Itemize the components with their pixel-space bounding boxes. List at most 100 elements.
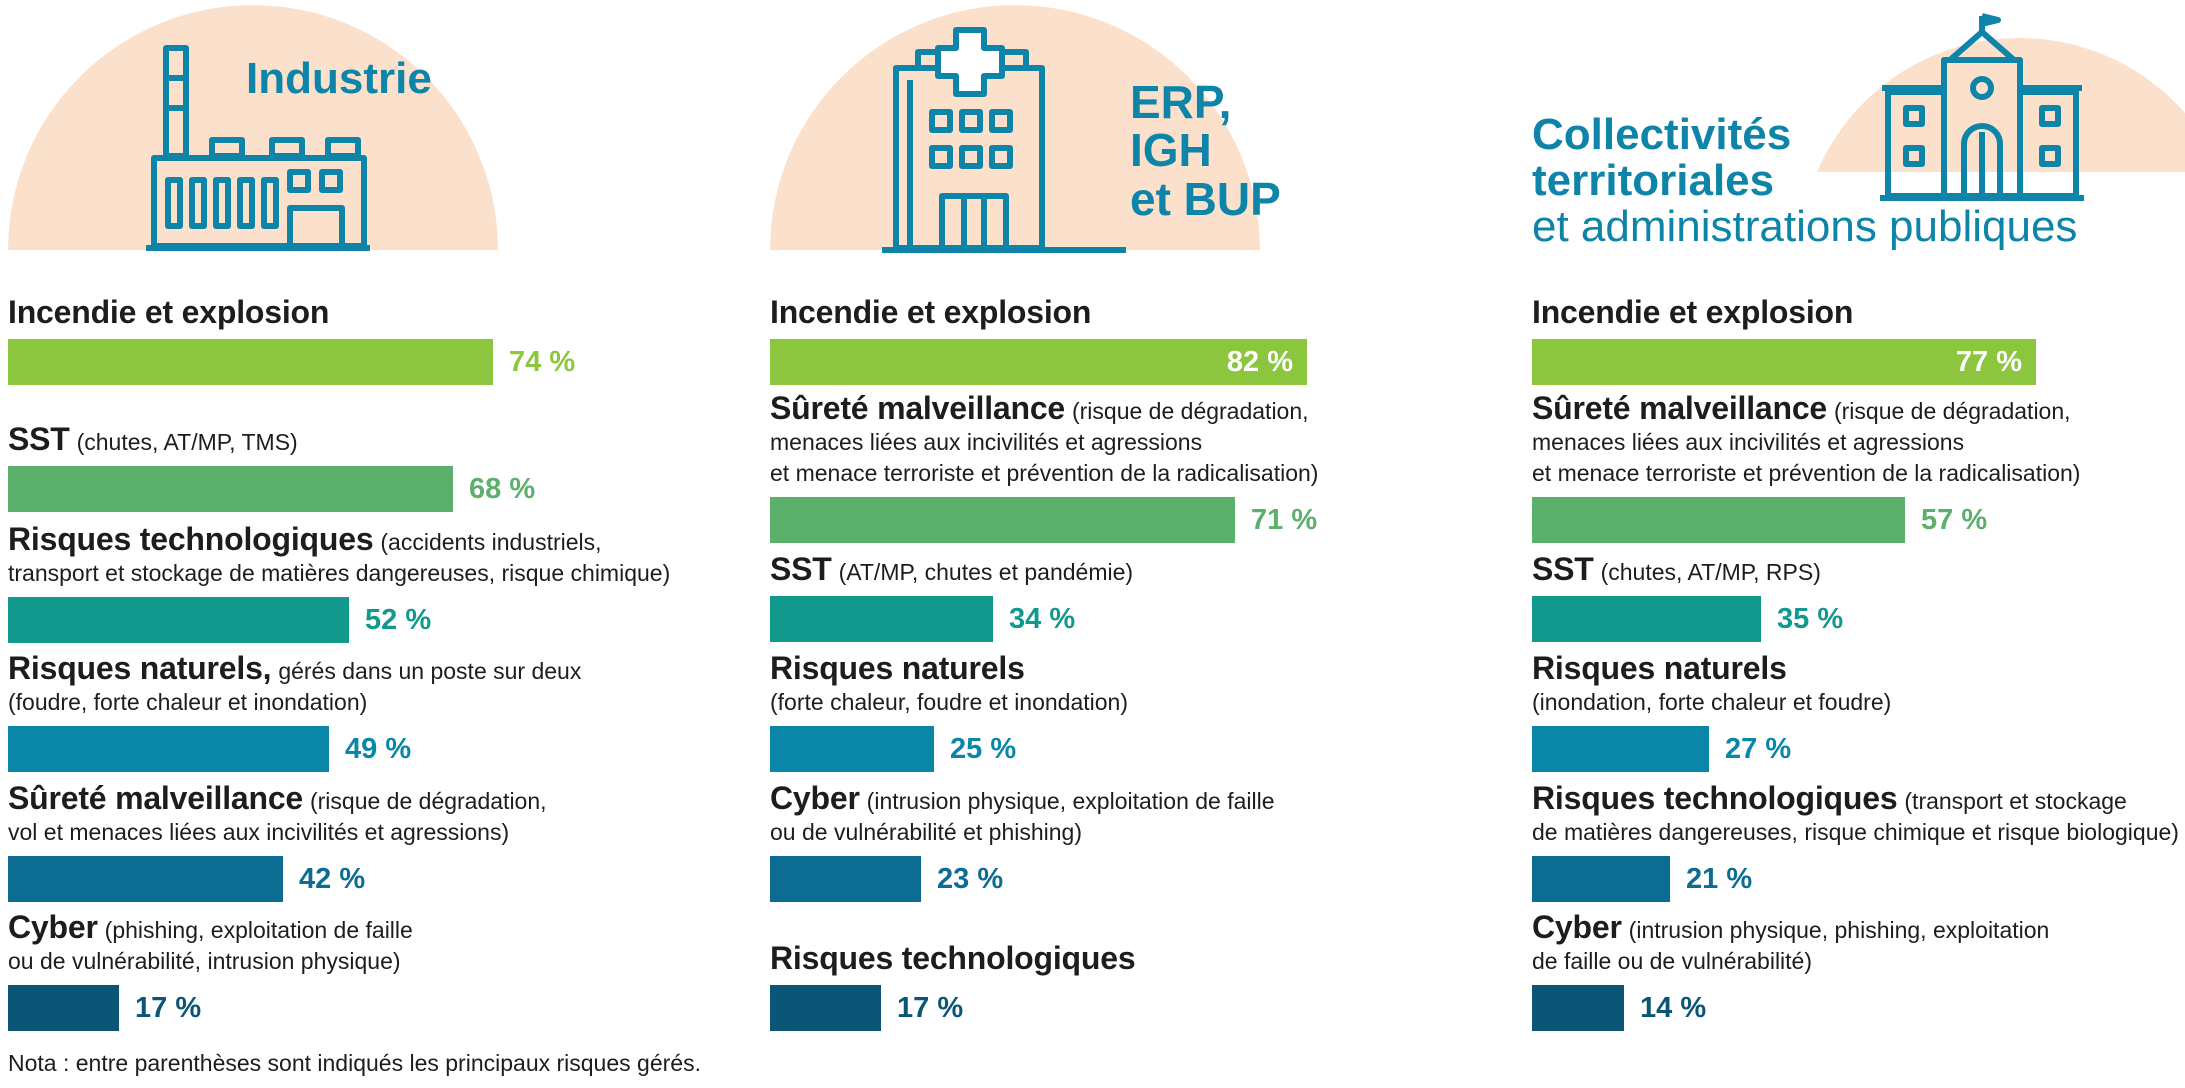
peach-semicircle: [8, 5, 498, 250]
bar: [1532, 726, 1709, 772]
bar: [8, 726, 329, 772]
data-label: 71 %: [1251, 504, 1318, 536]
factory-icon: [146, 45, 370, 251]
category-detail-line: vol et menaces liées aux incivilités et …: [8, 819, 510, 845]
chart-title-line: IGH: [1130, 124, 1212, 177]
header-industrie: Industrie: [8, 0, 698, 270]
bar-item: Cyber (intrusion physique, phishing, exp…: [1532, 909, 2185, 1031]
bar: [8, 466, 453, 512]
bar: [8, 597, 349, 643]
data-label: 34 %: [1009, 603, 1076, 635]
bar: [770, 596, 993, 642]
category-label: Sûreté malveillance: [1532, 390, 1828, 426]
category-detail-line: transport et stockage de matières danger…: [8, 560, 671, 586]
category-detail: (risque de dégradation,: [309, 788, 547, 814]
category-label: Incendie et explosion: [1532, 294, 1854, 330]
category-detail: (accidents industriels,: [380, 529, 602, 555]
bar-item: Risques naturels (inondation, forte chale…: [1532, 650, 2185, 772]
chart-erp-igh-bup: ERP, IGH et BUP Incendie et explosion 82…: [770, 0, 1460, 1088]
category-label: Cyber: [770, 780, 860, 816]
category-label: SST: [8, 421, 70, 457]
header-erp: ERP, IGH et BUP: [770, 0, 1460, 270]
category-detail-line: (forte chaleur, foudre et inondation): [770, 689, 1129, 715]
data-label: 27 %: [1725, 733, 1792, 765]
category-label: Sûreté malveillance: [770, 390, 1066, 426]
bar-item: Cyber (phishing, exploitation de faille o…: [8, 911, 698, 1031]
category-label: Risques technologiques: [8, 521, 374, 557]
bar: [8, 339, 493, 385]
category-label: Incendie et explosion: [770, 294, 1092, 330]
chart-title-line: ERP,: [1130, 76, 1232, 128]
chart-title-line: Industrie: [246, 54, 432, 103]
data-label: 68 %: [469, 473, 536, 505]
bar-item: Sûreté malveillance (risque de dégradati…: [1532, 390, 2185, 543]
bar: [770, 856, 921, 902]
hospital-icon: [882, 27, 1126, 253]
header-graphic: [8, 5, 498, 251]
chart-title-line: Collectivités: [1532, 110, 1792, 159]
category-label: Risques naturels: [770, 650, 1025, 686]
chart-title-line: et administrations publiques: [1532, 202, 2078, 252]
data-label: 17 %: [135, 992, 202, 1024]
category-label: Cyber: [1532, 909, 1622, 945]
header-graphic: [770, 5, 1260, 253]
category-label: Risques technologiques: [770, 940, 1136, 976]
category-detail-line: (inondation, forte chaleur et foudre): [1532, 689, 1892, 715]
category-detail: (transport et stockage: [1904, 788, 2127, 814]
header-graphic: [1817, 13, 2185, 201]
category-detail: (risque de dégradation,: [1071, 398, 1309, 424]
data-label: 57 %: [1921, 504, 1988, 536]
bar: [1532, 497, 1905, 543]
chart-title: Collectivités territoriales et administr…: [1532, 110, 2078, 252]
bar: [1532, 985, 1624, 1031]
category-detail-line: et menace terroriste et prévention de la…: [1532, 460, 2081, 486]
town-hall-icon: [1880, 13, 2084, 201]
data-label: 74 %: [509, 346, 576, 378]
peach-semicircle: [770, 5, 1260, 250]
chart-title: Industrie: [246, 54, 432, 103]
data-label: 49 %: [345, 733, 412, 765]
bar-item: Risques technologiques (accidents indust…: [8, 521, 698, 643]
data-label: 25 %: [950, 733, 1017, 765]
category-label: Risques technologiques: [1532, 780, 1898, 816]
category-detail: (risque de dégradation,: [1833, 398, 2071, 424]
chart-collectivites: Collectivités territoriales et administr…: [1532, 0, 2185, 1088]
data-label: 35 %: [1777, 603, 1844, 635]
category-detail: (phishing, exploitation de faille: [104, 917, 413, 943]
chart-title: ERP, IGH et BUP: [1130, 78, 1281, 223]
chart-title-line: territoriales: [1532, 156, 1775, 206]
bar-item: Incendie et explosion 74 %: [8, 294, 698, 385]
bar: [8, 856, 283, 902]
data-label: 17 %: [897, 992, 964, 1024]
category-label: Sûreté malveillance: [8, 780, 304, 816]
data-label: 52 %: [365, 604, 432, 636]
category-label: SST: [1532, 551, 1594, 587]
bar-item: Incendie et explosion 82 %: [770, 294, 1460, 385]
category-detail-line: menaces liées aux incivilités et agressi…: [1532, 429, 1965, 455]
category-label: Incendie et explosion: [8, 294, 330, 330]
bar: [770, 339, 1307, 385]
bar: [8, 985, 119, 1031]
category-detail-line: et menace terroriste et prévention de la…: [770, 460, 1319, 486]
category-detail-line: de faille ou de vulnérabilité): [1532, 948, 1813, 974]
bar-item: Sûreté malveillance (risque de dégradati…: [770, 390, 1460, 543]
bar-item: Risques technologiques 17 %: [770, 940, 1460, 1031]
bar: [770, 726, 934, 772]
bar: [770, 985, 881, 1031]
bar: [1532, 596, 1761, 642]
bar-item: Incendie et explosion 77 %: [1532, 294, 2185, 385]
category-label: Risques naturels,: [8, 650, 272, 686]
header-collectivites: Collectivités territoriales et administr…: [1532, 0, 2185, 270]
bar: [1532, 856, 1670, 902]
chart-industrie: Industrie Incendie et explosion 74 % SST…: [8, 0, 698, 1088]
bar-item: SST (AT/MP, chutes et pandémie) 34 %: [770, 553, 1460, 642]
data-label: 42 %: [299, 863, 366, 895]
data-label: 82 %: [1226, 346, 1293, 378]
bar-item: SST (chutes, AT/MP, RPS) 35 %: [1532, 551, 2185, 642]
category-detail: (intrusion physique, phishing, exploitat…: [1628, 917, 2050, 943]
category-detail: (chutes, AT/MP, RPS): [1600, 559, 1821, 585]
category-detail: (intrusion physique, exploitation de fai…: [866, 788, 1275, 814]
data-label: 14 %: [1640, 992, 1707, 1024]
bar-item: Risques naturels (forte chaleur, foudre e…: [770, 650, 1460, 772]
category-label: Risques naturels: [1532, 650, 1787, 686]
